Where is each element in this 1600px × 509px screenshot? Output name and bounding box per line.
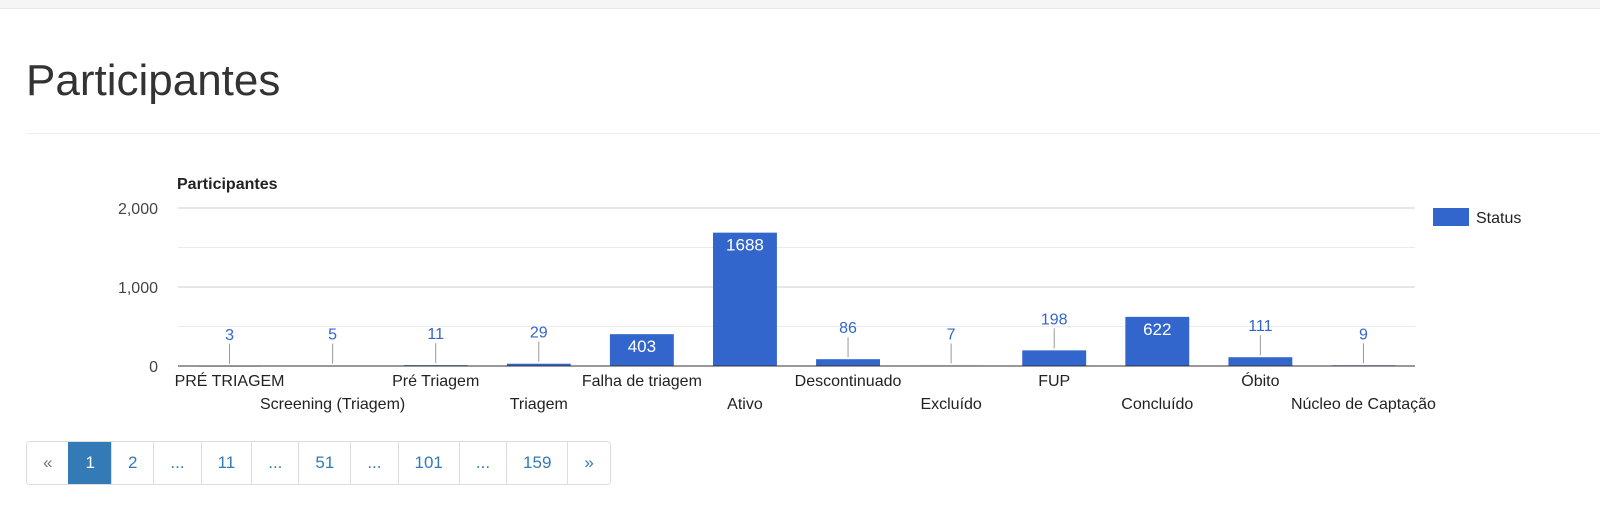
pagination-prev[interactable]: «	[27, 442, 69, 484]
title-divider	[26, 133, 1600, 134]
x-tick-label: Pré Triagem	[392, 373, 479, 390]
x-tick-label: FUP	[1038, 373, 1070, 390]
data-label: 29	[530, 325, 548, 342]
data-label: 1688	[726, 236, 764, 255]
pagination-ellipsis[interactable]: ...	[458, 442, 507, 484]
pagination: « 1 2 ... 11 ... 51 ... 101 ... 159 »	[26, 441, 611, 485]
pagination-page-2[interactable]: 2	[110, 442, 154, 484]
top-bar	[0, 0, 1600, 9]
x-tick-label: Descontinuado	[795, 373, 902, 390]
y-tick-label: 1,000	[118, 280, 158, 297]
chart-title: Participantes	[177, 176, 278, 193]
bar	[816, 359, 880, 366]
bar	[1125, 316, 1190, 366]
data-label: 5	[328, 327, 337, 344]
bar	[1228, 357, 1293, 366]
x-tick-label: PRÉ TRIAGEM	[175, 371, 285, 390]
legend-label: Status	[1476, 210, 1521, 227]
pagination-ellipsis[interactable]: ...	[153, 442, 201, 484]
pagination-page-159[interactable]: 159	[506, 442, 568, 484]
bar	[506, 363, 571, 366]
y-tick-label: 0	[149, 359, 158, 376]
pagination-ellipsis[interactable]: ...	[251, 442, 299, 484]
data-label: 86	[839, 320, 857, 337]
data-label: 622	[1143, 320, 1171, 339]
data-label: 3	[225, 327, 234, 344]
data-label: 11	[427, 326, 444, 343]
x-tick-label: Ativo	[727, 396, 763, 413]
pagination-page-51[interactable]: 51	[298, 442, 351, 484]
y-tick-label: 2,000	[118, 201, 158, 218]
data-label: 111	[1248, 318, 1272, 335]
pagination-page-101[interactable]: 101	[397, 442, 459, 484]
bar-chart: Participantes 0 1,000 2,000 3 5 11 29 403 1688 86 7…	[118, 176, 1521, 413]
x-tick-label: Screening (Triagem)	[260, 396, 405, 413]
pagination-page-1[interactable]: 1	[68, 442, 111, 484]
legend-swatch	[1433, 208, 1469, 226]
data-label: 198	[1041, 311, 1068, 328]
x-tick-label: Falha de triagem	[582, 373, 702, 390]
x-tick-label: Excluído	[920, 396, 981, 413]
x-tick-label: Triagem	[510, 396, 568, 413]
x-tick-label: Concluído	[1121, 396, 1193, 413]
pagination-ellipsis[interactable]: ...	[350, 442, 398, 484]
x-tick-label: Núcleo de Captação	[1291, 396, 1436, 413]
x-tick-label: Óbito	[1241, 371, 1279, 390]
data-label: 9	[1359, 326, 1368, 343]
bar	[1022, 350, 1087, 366]
pagination-next[interactable]: »	[567, 442, 610, 484]
bar	[609, 334, 674, 366]
data-label: 403	[628, 337, 656, 356]
page-title: Participantes	[26, 56, 281, 105]
pagination-page-11[interactable]: 11	[200, 442, 252, 484]
data-label: 7	[947, 326, 956, 343]
bar	[713, 232, 777, 366]
